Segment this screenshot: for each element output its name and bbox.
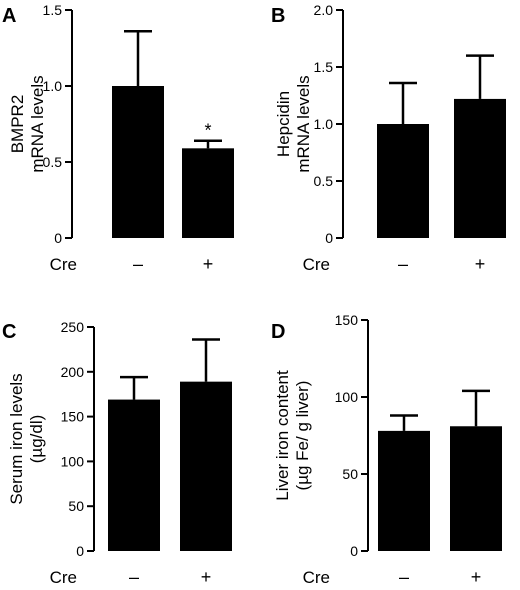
bar: [377, 124, 429, 238]
y-tick-label: 0: [76, 543, 84, 559]
y-axis-label: Liver iron content(µg Fe/ g liver): [273, 370, 312, 501]
category-label: +: [475, 254, 486, 274]
y-axis-label: BMPR2mRNA levels: [8, 75, 47, 172]
category-label: –: [398, 254, 408, 274]
group-label: Cre: [50, 568, 77, 587]
panel-letter: C: [2, 321, 16, 343]
y-tick-label: 0: [54, 230, 62, 246]
y-axis-label-line: Hepcidin: [274, 91, 293, 157]
bar: [182, 148, 234, 238]
y-tick-label: 200: [61, 364, 85, 380]
category-label: +: [471, 567, 482, 587]
y-axis-label-line: mRNA levels: [294, 75, 313, 172]
y-tick-label: 1.0: [43, 78, 63, 94]
y-tick-label: 0.5: [43, 154, 63, 170]
bar: [450, 426, 502, 551]
y-tick-label: 1.0: [314, 116, 334, 132]
panel-b: B 0 0.5 1.0 1.5 2.0 HepcidinmRNA levels – + Cre: [271, 2, 506, 274]
bar: [108, 399, 160, 551]
panel-d: D 0 50 100 150 Liver iron content(µg Fe/ g li…: [271, 312, 502, 587]
y-tick-label: 150: [335, 312, 359, 328]
group-label: Cre: [303, 568, 330, 587]
bar: [180, 381, 232, 551]
y-tick-label: 100: [61, 453, 85, 469]
category-label: –: [129, 567, 139, 587]
y-axis-label-line: (µg/dl): [27, 415, 46, 464]
y-axis-label-line: (µg Fe/ g liver): [293, 381, 312, 491]
y-tick-label: 50: [342, 466, 358, 482]
category-label: +: [203, 254, 214, 274]
bar: [378, 430, 430, 551]
category-label: –: [133, 254, 143, 274]
panel-letter: A: [2, 5, 16, 27]
y-tick-label: 0.5: [314, 173, 334, 189]
panel-a: A 0 0.5 1.0 1.5 BMPR2mRNA levels – * + Cre: [2, 2, 234, 274]
group-label: Cre: [303, 255, 330, 274]
y-axis-label: HepcidinmRNA levels: [274, 75, 313, 172]
category-label: +: [201, 567, 212, 587]
y-axis-label-line: BMPR2: [8, 95, 27, 154]
y-axis-label-line: Liver iron content: [273, 370, 292, 501]
y-axis-label-line: Serum iron levels: [7, 373, 26, 504]
y-tick-label: 0: [325, 230, 333, 246]
y-tick-label: 0: [350, 543, 358, 559]
panel-letter: D: [271, 321, 285, 343]
group-label: Cre: [50, 255, 77, 274]
y-tick-label: 100: [335, 389, 359, 405]
panel-c: C 0 50 100 150 200 250 Serum iron levels(µg/dl)…: [2, 319, 232, 587]
y-tick-label: 1.5: [314, 59, 334, 75]
significance-marker: *: [204, 121, 211, 141]
y-axis-label-line: mRNA levels: [28, 75, 47, 172]
y-tick-label: 50: [68, 498, 84, 514]
y-tick-label: 2.0: [314, 2, 334, 18]
y-axis-label: Serum iron levels(µg/dl): [7, 373, 46, 504]
y-tick-label: 1.5: [43, 2, 63, 18]
y-tick-label: 250: [61, 319, 85, 335]
category-label: –: [399, 567, 409, 587]
panel-letter: B: [271, 5, 285, 27]
bar: [112, 86, 164, 238]
bar: [454, 98, 506, 238]
y-tick-label: 150: [61, 409, 85, 425]
